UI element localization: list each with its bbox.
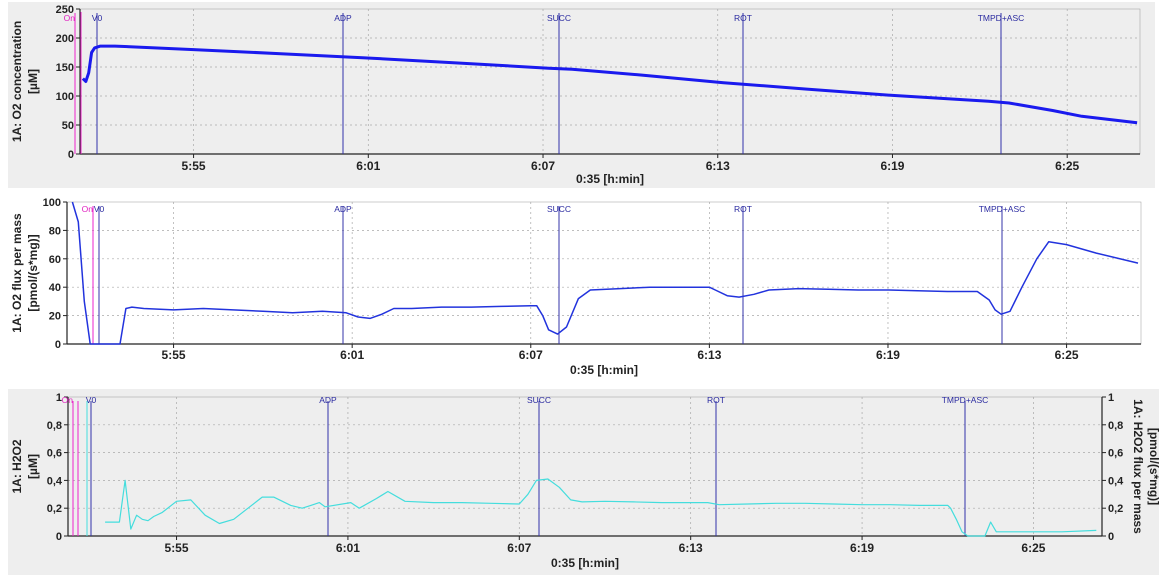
o2-flux-series-line bbox=[71, 201, 1139, 345]
o2-flux-y-axis-unit: [pmol/(s*mg)] bbox=[26, 234, 40, 311]
o2-concentration-xtick-label: 6:01 bbox=[356, 159, 380, 173]
h2o2-event-label-v0: V0 bbox=[86, 395, 97, 405]
o2-flux-xtick-label: 5:55 bbox=[162, 348, 186, 362]
h2o2-xtick-label: 6:01 bbox=[336, 541, 360, 555]
o2-concentration-ytick-label: 0 bbox=[68, 149, 74, 161]
o2-concentration-chart: 0 50 100 150 200 250 5:55 6:01 6:07 6:13 6:19 6:25 O… bbox=[8, 2, 1155, 188]
o2-concentration-ytick-label: 200 bbox=[56, 33, 74, 45]
o2-concentration-ytick-label: 250 bbox=[56, 4, 74, 16]
o2-flux-xtick-label: 6:13 bbox=[697, 348, 721, 362]
h2o2-ytick-label: 0 bbox=[56, 531, 62, 543]
o2-concentration-y-axis-title: 1A: O2 concentration bbox=[10, 21, 24, 142]
h2o2-event-label-tmpd: TMPD+ASC bbox=[942, 395, 989, 405]
h2o2-xtick-label: 6:13 bbox=[679, 541, 703, 555]
o2-concentration-xtick-label: 6:13 bbox=[706, 159, 730, 173]
o2-concentration-x-axis-title: 0:35 [h:min] bbox=[576, 172, 644, 186]
h2o2-y-axis-unit: [µM] bbox=[26, 454, 40, 479]
h2o2-chart: 0 0 0,2 0,2 0,4 0,4 0,6 0,6 0,8 0,8 1 1 5:55 6:01 6:07… bbox=[8, 389, 1161, 575]
o2-concentration-y-axis-unit: [µM] bbox=[26, 69, 40, 94]
o2-flux-y-axis-title: 1A: O2 flux per mass bbox=[10, 213, 24, 333]
h2o2-ytick-label: 1 bbox=[56, 392, 62, 404]
h2o2-plot-area bbox=[67, 396, 1103, 537]
o2-flux-chart: 0 20 40 60 80 100 5:55 6:01 6:07 6:13 6:19 6:25 On V0… bbox=[10, 197, 1167, 377]
o2-flux-ytick-label: 40 bbox=[49, 282, 61, 294]
h2o2-xtick-label: 5:55 bbox=[165, 541, 189, 555]
h2o2-ytick-label: 0,4 bbox=[47, 475, 63, 487]
o2-flux-event-label-rot: ROT bbox=[734, 204, 752, 214]
o2-flux-panel: 0 20 40 60 80 100 5:55 6:01 6:07 6:13 6:19 6:25 On V0… bbox=[0, 196, 1167, 384]
o2-flux-event-label-tmpd: TMPD+ASC bbox=[979, 204, 1026, 214]
o2-flux-plot-area bbox=[66, 201, 1142, 345]
o2-flux-xtick-label: 6:19 bbox=[876, 348, 900, 362]
o2-concentration-xtick-label: 6:25 bbox=[1055, 159, 1079, 173]
h2o2-ytick-label-right: 1 bbox=[1108, 392, 1114, 404]
o2-flux-event-label-succ: SUCC bbox=[547, 204, 571, 214]
h2o2-ytick-label: 0,6 bbox=[47, 448, 62, 460]
h2o2-ytick-label: 0,2 bbox=[47, 503, 62, 515]
o2-concentration-panel: 0 50 100 150 200 250 5:55 6:01 6:07 6:13 6:19 6:25 O… bbox=[0, 0, 1167, 190]
h2o2-y-axis-title: 1A: H2O2 bbox=[10, 439, 24, 493]
o2-flux-xtick-label: 6:07 bbox=[519, 348, 543, 362]
o2-flux-ytick-label: 0 bbox=[55, 339, 61, 351]
h2o2-ytick-label-right: 0 bbox=[1108, 531, 1114, 543]
o2-flux-event-label-on: On bbox=[82, 204, 94, 214]
o2-concentration-series-line bbox=[81, 44, 1138, 125]
o2-concentration-ytick-label: 50 bbox=[62, 120, 74, 132]
o2-concentration-event-label-succ: SUCC bbox=[547, 13, 571, 23]
h2o2-ytick-label-right: 0,8 bbox=[1108, 420, 1123, 432]
o2-flux-ytick-label: 100 bbox=[43, 197, 61, 209]
h2o2-event-label-on: On bbox=[62, 395, 74, 405]
o2-concentration-plot-area bbox=[79, 8, 1141, 155]
h2o2-panel: 0 0 0,2 0,2 0,4 0,4 0,6 0,6 0,8 0,8 1 1 5:55 6:01 6:07… bbox=[0, 389, 1167, 577]
o2-concentration-ytick-label: 100 bbox=[56, 91, 74, 103]
h2o2-event-label-adp: ADP bbox=[319, 395, 337, 405]
h2o2-event-label-rot: ROT bbox=[707, 395, 725, 405]
h2o2-x-axis-title: 0:35 [h:min] bbox=[551, 556, 619, 570]
o2-concentration-xtick-label: 6:19 bbox=[880, 159, 904, 173]
o2-flux-event-label-v0: V0 bbox=[94, 204, 105, 214]
o2-flux-ytick-label: 60 bbox=[49, 254, 61, 266]
o2-flux-event-label-adp: ADP bbox=[334, 204, 352, 214]
h2o2-y-axis-unit-right: [pmol/(s*mg)] bbox=[1147, 428, 1161, 505]
o2-flux-x-axis-title: 0:35 [h:min] bbox=[570, 363, 638, 377]
h2o2-ytick-label-right: 0,4 bbox=[1108, 475, 1124, 487]
o2-concentration-xtick-label: 6:07 bbox=[531, 159, 555, 173]
o2-concentration-ytick-label: 150 bbox=[56, 62, 74, 74]
o2-flux-xtick-label: 6:25 bbox=[1055, 348, 1079, 362]
o2-concentration-event-label-v0: V0 bbox=[92, 13, 103, 23]
h2o2-xtick-label: 6:25 bbox=[1021, 541, 1045, 555]
o2-concentration-event-label-tmpd: TMPD+ASC bbox=[978, 13, 1025, 23]
o2-flux-ytick-label: 80 bbox=[49, 225, 61, 237]
h2o2-y-axis-title-right: 1A: H2O2 flux per mass bbox=[1131, 399, 1145, 534]
o2-flux-ytick-label: 20 bbox=[49, 311, 61, 323]
h2o2-event-label-succ: SUCC bbox=[527, 395, 551, 405]
h2o2-series-line bbox=[105, 478, 1097, 537]
h2o2-ytick-label-right: 0,2 bbox=[1108, 503, 1123, 515]
h2o2-xtick-label: 6:19 bbox=[850, 541, 874, 555]
o2-concentration-xtick-label: 5:55 bbox=[182, 159, 206, 173]
o2-concentration-event-label-on: On bbox=[64, 13, 76, 23]
h2o2-ytick-label-right: 0,6 bbox=[1108, 448, 1123, 460]
h2o2-xtick-label: 6:07 bbox=[507, 541, 531, 555]
o2-concentration-event-label-adp: ADP bbox=[334, 13, 352, 23]
o2-concentration-event-label-rot: ROT bbox=[734, 13, 752, 23]
h2o2-ytick-label: 0,8 bbox=[47, 420, 62, 432]
o2-flux-xtick-label: 6:01 bbox=[340, 348, 364, 362]
